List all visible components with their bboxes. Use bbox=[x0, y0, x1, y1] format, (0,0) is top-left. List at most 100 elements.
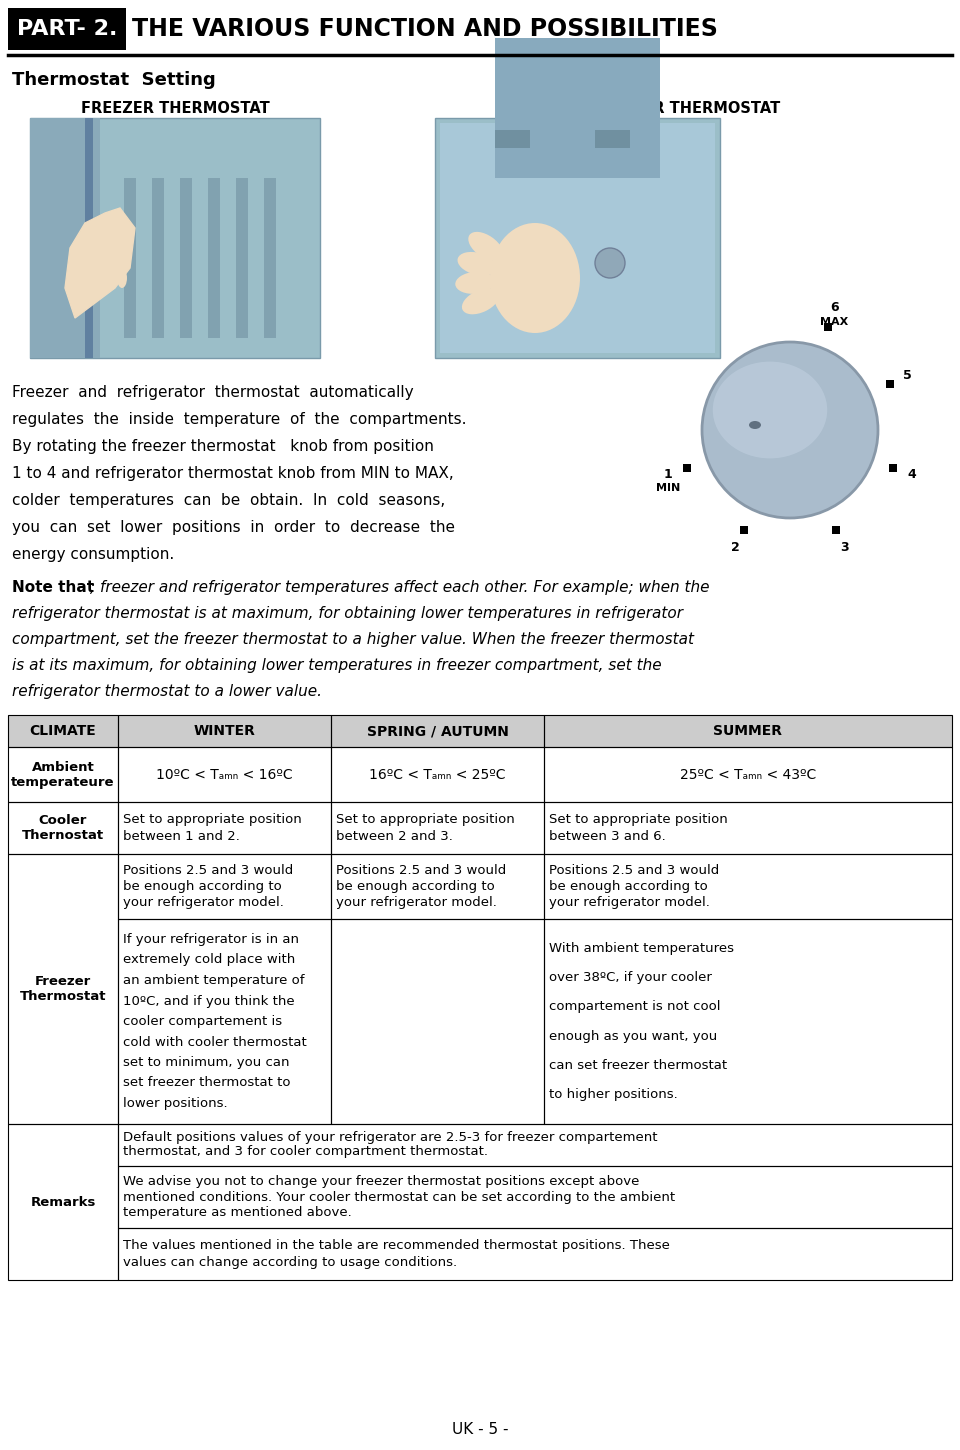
Ellipse shape bbox=[458, 252, 496, 276]
Bar bbox=[331, 854, 544, 919]
Ellipse shape bbox=[107, 270, 117, 290]
Text: 1: 1 bbox=[663, 468, 672, 481]
Text: be enough according to: be enough according to bbox=[336, 880, 494, 893]
Text: Set to appropriate position: Set to appropriate position bbox=[336, 813, 515, 826]
Ellipse shape bbox=[462, 289, 499, 315]
Bar bbox=[124, 178, 136, 338]
Bar bbox=[331, 747, 544, 802]
Text: If your refrigerator is in an: If your refrigerator is in an bbox=[123, 932, 299, 945]
Ellipse shape bbox=[595, 248, 625, 278]
Bar bbox=[595, 130, 630, 148]
Text: over 38ºC, if your cooler: over 38ºC, if your cooler bbox=[549, 972, 712, 985]
Text: refrigerator thermostat to a lower value.: refrigerator thermostat to a lower value… bbox=[12, 684, 322, 699]
Text: Freezer  and  refrigerator  thermostat  automatically: Freezer and refrigerator thermostat auto… bbox=[12, 386, 414, 400]
Text: The values mentioned in the table are recommended thermostat positions. These: The values mentioned in the table are re… bbox=[123, 1238, 670, 1251]
Text: Remarks: Remarks bbox=[31, 1195, 96, 1208]
Text: be enough according to: be enough according to bbox=[549, 880, 708, 893]
Bar bbox=[544, 919, 952, 1124]
Bar bbox=[435, 117, 720, 358]
Bar bbox=[8, 715, 118, 747]
Bar bbox=[739, 526, 748, 534]
Bar bbox=[8, 1124, 118, 1280]
Text: PART- 2.: PART- 2. bbox=[17, 19, 117, 39]
Bar bbox=[118, 1228, 952, 1280]
Text: 3: 3 bbox=[841, 541, 850, 554]
Text: Freezer
Thermostat: Freezer Thermostat bbox=[20, 974, 107, 1003]
Text: between 3 and 6.: between 3 and 6. bbox=[549, 831, 665, 842]
Text: set freezer thermostat to: set freezer thermostat to bbox=[123, 1076, 291, 1089]
Bar bbox=[236, 178, 248, 338]
Text: cooler compartement is: cooler compartement is bbox=[123, 1015, 282, 1028]
Text: values can change according to usage conditions.: values can change according to usage con… bbox=[123, 1256, 457, 1269]
Text: you  can  set  lower  positions  in  order  to  decrease  the: you can set lower positions in order to … bbox=[12, 521, 455, 535]
Text: ; freezer and refrigerator temperatures affect each other. For example; when the: ; freezer and refrigerator temperatures … bbox=[90, 580, 709, 594]
Ellipse shape bbox=[490, 223, 580, 334]
Text: your refrigerator model.: your refrigerator model. bbox=[336, 896, 497, 909]
Text: colder  temperatures  can  be  obtain.  In  cold  seasons,: colder temperatures can be obtain. In co… bbox=[12, 493, 445, 508]
Ellipse shape bbox=[712, 361, 828, 458]
Bar bbox=[208, 178, 220, 338]
Text: temperature as mentioned above.: temperature as mentioned above. bbox=[123, 1206, 351, 1219]
Text: 5: 5 bbox=[903, 368, 912, 381]
Bar bbox=[118, 919, 331, 1124]
Bar bbox=[331, 802, 544, 854]
Bar bbox=[683, 464, 690, 471]
Bar bbox=[118, 854, 331, 919]
Text: REFRIGERATOR THERMOSTAT: REFRIGERATOR THERMOSTAT bbox=[540, 100, 780, 116]
Bar bbox=[495, 38, 660, 178]
Ellipse shape bbox=[93, 268, 103, 289]
Text: compartment, set the freezer thermostat to a higher value. When the freezer ther: compartment, set the freezer thermostat … bbox=[12, 632, 694, 647]
Bar bbox=[8, 854, 118, 1124]
Text: Set to appropriate position: Set to appropriate position bbox=[123, 813, 301, 826]
Bar bbox=[118, 1124, 952, 1166]
Text: compartement is not cool: compartement is not cool bbox=[549, 1000, 721, 1014]
Bar bbox=[331, 715, 544, 747]
Text: to higher positions.: to higher positions. bbox=[549, 1088, 678, 1101]
Text: MIN: MIN bbox=[656, 483, 680, 493]
Text: THE VARIOUS FUNCTION AND POSSIBILITIES: THE VARIOUS FUNCTION AND POSSIBILITIES bbox=[132, 17, 718, 41]
Text: your refrigerator model.: your refrigerator model. bbox=[549, 896, 709, 909]
Bar bbox=[118, 747, 331, 802]
Bar bbox=[118, 715, 331, 747]
Text: Positions 2.5 and 3 would: Positions 2.5 and 3 would bbox=[336, 864, 506, 877]
Bar bbox=[544, 747, 952, 802]
Text: Cooler
Thernostat: Cooler Thernostat bbox=[22, 813, 104, 842]
Text: 1 to 4 and refrigerator thermostat knob from MIN to MAX,: 1 to 4 and refrigerator thermostat knob … bbox=[12, 465, 454, 481]
Text: 25ºC < Tₐₘₙ < 43ºC: 25ºC < Tₐₘₙ < 43ºC bbox=[680, 767, 816, 782]
Bar bbox=[832, 526, 841, 534]
Bar bbox=[30, 117, 320, 358]
Text: regulates  the  inside  temperature  of  the  compartments.: regulates the inside temperature of the … bbox=[12, 412, 467, 426]
Text: enough as you want, you: enough as you want, you bbox=[549, 1030, 717, 1043]
Text: Positions 2.5 and 3 would: Positions 2.5 and 3 would bbox=[123, 864, 293, 877]
Bar bbox=[8, 715, 118, 747]
Text: be enough according to: be enough according to bbox=[123, 880, 281, 893]
Bar bbox=[331, 715, 544, 747]
Bar bbox=[118, 802, 331, 854]
Text: refrigerator thermostat is at maximum, for obtaining lower temperatures in refri: refrigerator thermostat is at maximum, f… bbox=[12, 606, 683, 621]
Text: is at its maximum, for obtaining lower temperatures in freezer compartment, set : is at its maximum, for obtaining lower t… bbox=[12, 658, 661, 673]
Text: By rotating the freezer thermostat   knob from position: By rotating the freezer thermostat knob … bbox=[12, 439, 434, 454]
Text: between 2 and 3.: between 2 and 3. bbox=[336, 831, 453, 842]
Text: 6: 6 bbox=[830, 302, 839, 315]
Text: 10ºC < Tₐₘₙ < 16ºC: 10ºC < Tₐₘₙ < 16ºC bbox=[156, 767, 293, 782]
Bar bbox=[8, 747, 118, 802]
Text: CLIMATE: CLIMATE bbox=[30, 724, 96, 738]
Ellipse shape bbox=[117, 268, 127, 289]
Polygon shape bbox=[65, 207, 135, 318]
Bar bbox=[544, 715, 952, 747]
Bar bbox=[886, 380, 894, 387]
Ellipse shape bbox=[749, 420, 761, 429]
Bar bbox=[152, 178, 164, 338]
Ellipse shape bbox=[455, 271, 495, 294]
Text: can set freezer thermostat: can set freezer thermostat bbox=[549, 1058, 727, 1072]
Text: With ambient temperatures: With ambient temperatures bbox=[549, 942, 734, 954]
Text: Set to appropriate position: Set to appropriate position bbox=[549, 813, 728, 826]
Bar bbox=[824, 323, 831, 331]
Text: your refrigerator model.: your refrigerator model. bbox=[123, 896, 284, 909]
Text: set to minimum, you can: set to minimum, you can bbox=[123, 1056, 290, 1069]
Text: energy consumption.: energy consumption. bbox=[12, 547, 175, 563]
Text: WINTER: WINTER bbox=[194, 724, 255, 738]
Text: Thermostat  Setting: Thermostat Setting bbox=[12, 71, 216, 88]
Bar bbox=[889, 464, 898, 471]
Text: 2: 2 bbox=[731, 541, 739, 554]
